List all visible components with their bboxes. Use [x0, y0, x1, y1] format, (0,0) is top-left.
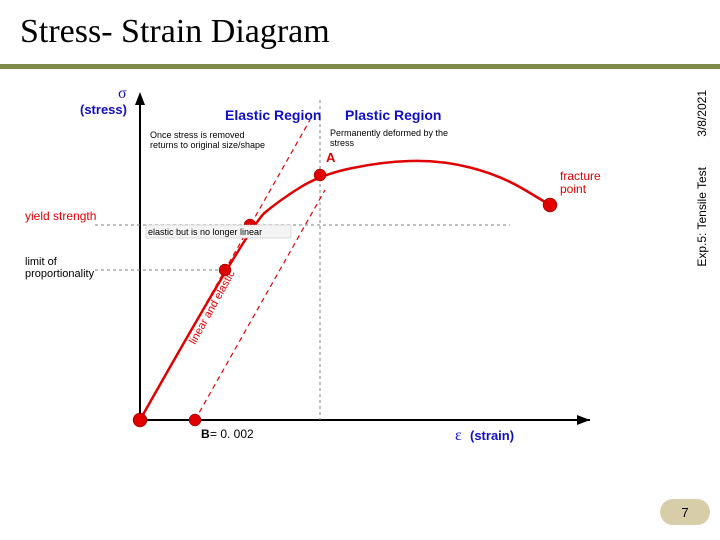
- svg-text:stress: stress: [330, 138, 355, 148]
- sidebar-metadata: 3/8/2021 Exp.5: Tensile Test: [688, 90, 716, 440]
- svg-text:B: B: [201, 427, 210, 441]
- svg-text:point: point: [560, 182, 587, 196]
- page-title: Stress- Strain Diagram: [20, 13, 330, 51]
- svg-text:ε: ε: [455, 427, 462, 444]
- page-number: 7: [681, 505, 688, 520]
- svg-text:A: A: [326, 150, 336, 165]
- svg-text:Permanently deformed by the: Permanently deformed by the: [330, 128, 448, 138]
- svg-text:fracture: fracture: [560, 169, 601, 183]
- stress-strain-diagram: σ(stress) ε (strain) Elastic Region Plastic …: [20, 80, 640, 500]
- title-bar: Stress- Strain Diagram: [0, 0, 720, 64]
- svg-text:(strain): (strain): [470, 428, 514, 443]
- svg-text:linear and elastic: linear and elastic: [187, 268, 238, 346]
- experiment-label: Exp.5: Tensile Test: [695, 167, 709, 267]
- svg-text:elastic but is no longer linea: elastic but is no longer linear: [148, 227, 262, 237]
- page-number-badge: 7: [660, 499, 710, 525]
- svg-text:Elastic Region: Elastic Region: [225, 107, 321, 123]
- svg-text:proportionality: proportionality: [25, 268, 95, 280]
- svg-text:(stress): (stress): [80, 102, 127, 117]
- date-label: 3/8/2021: [695, 90, 709, 137]
- svg-text:yield strength: yield strength: [25, 209, 96, 223]
- svg-text:σ: σ: [118, 85, 127, 102]
- svg-text:Once stress is removed: Once stress is removed: [150, 130, 245, 140]
- accent-line: [0, 64, 720, 69]
- svg-text:Plastic Region: Plastic Region: [345, 107, 441, 123]
- svg-text:limit of: limit of: [25, 256, 58, 268]
- svg-text:= 0. 002: = 0. 002: [210, 427, 254, 441]
- svg-text:returns to original size/shape: returns to original size/shape: [150, 140, 265, 150]
